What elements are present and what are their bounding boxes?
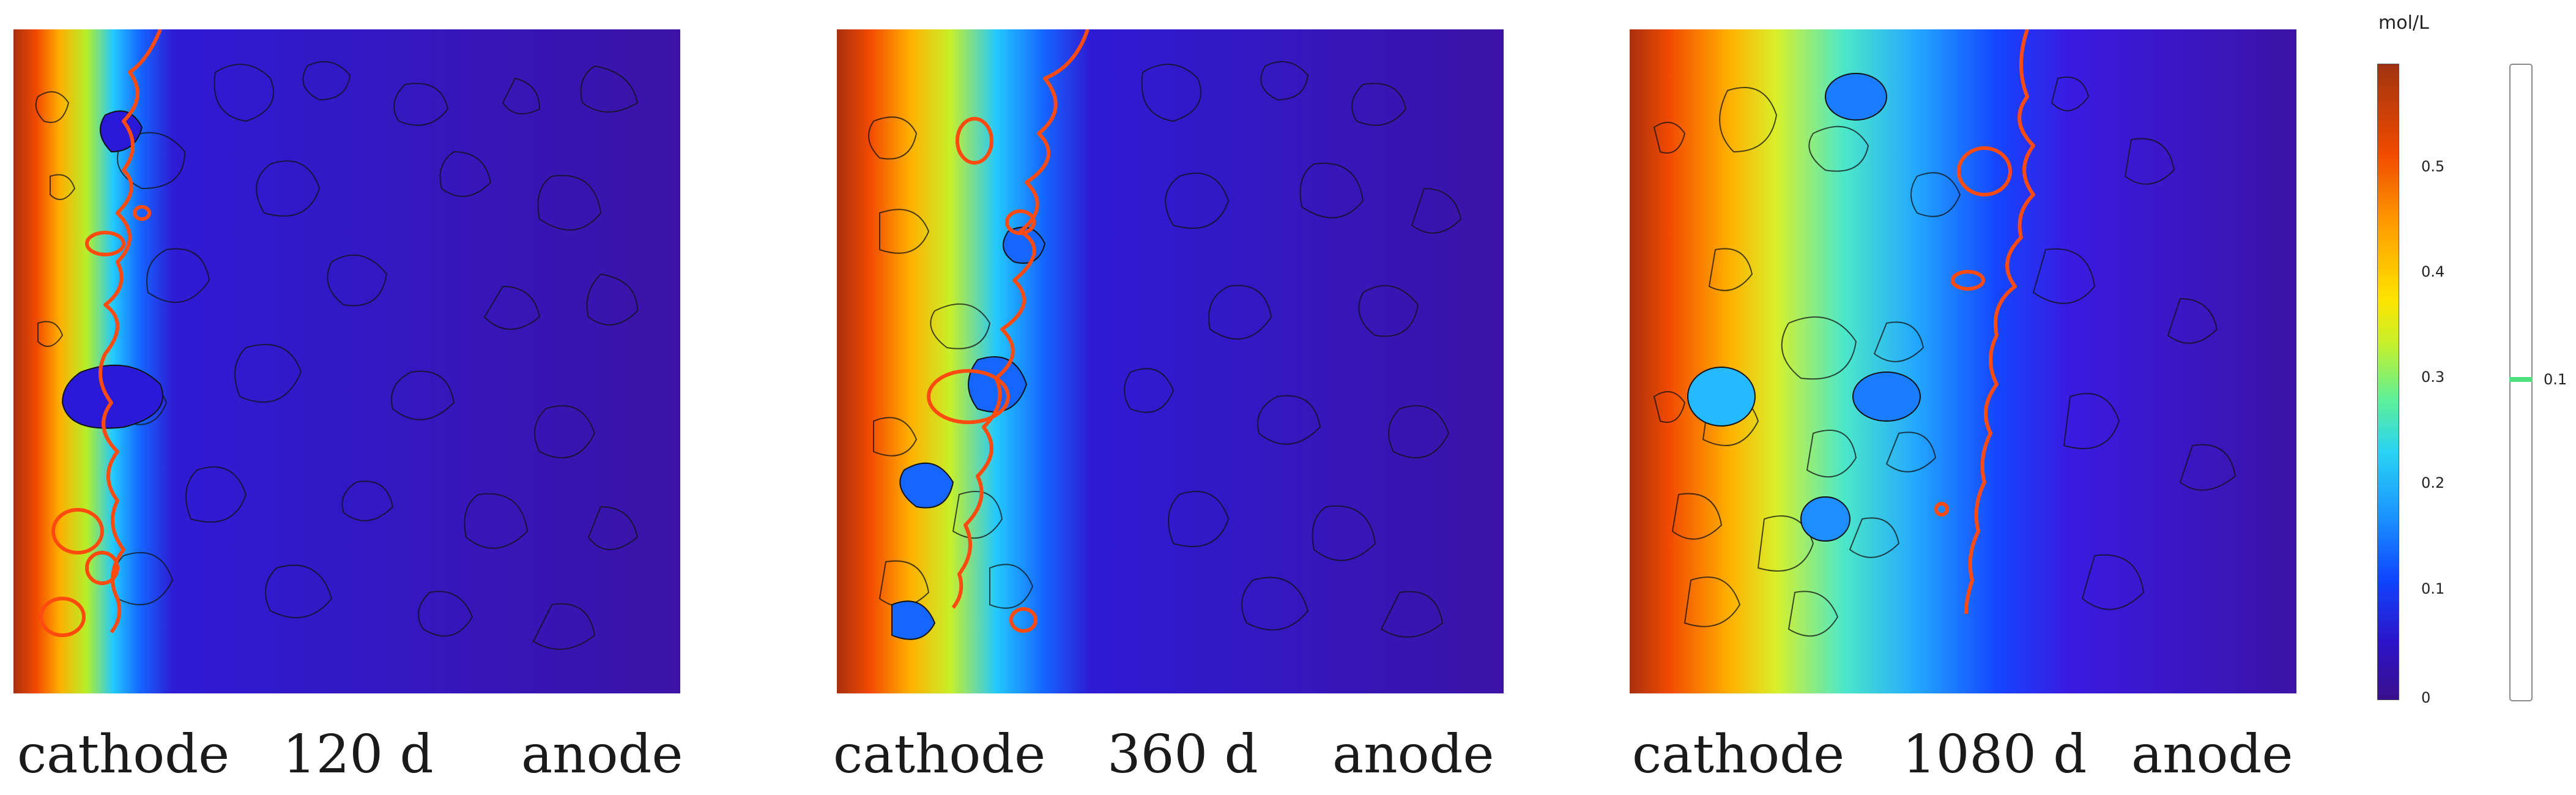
time-label: 1080 d <box>1902 724 2087 785</box>
colorbar-tick: 0.4 <box>2421 263 2445 280</box>
contour-level-label: 0.1 <box>2544 371 2567 388</box>
contour-0.1 <box>39 29 162 637</box>
cathode-label: cathode <box>1632 724 1845 785</box>
concentration-panel-1080d <box>1630 29 2296 693</box>
colorbar <box>2377 64 2399 700</box>
colorbar-unit: mol/L <box>2378 12 2429 34</box>
concentration-map <box>13 29 680 693</box>
colorbar-tick: 0.5 <box>2421 158 2445 175</box>
concentration-map <box>837 29 1504 693</box>
contour-level-marker <box>2509 377 2533 382</box>
cathode-label: cathode <box>833 724 1046 785</box>
aggregates-depleted <box>1687 73 1921 542</box>
anode-label: anode <box>2131 724 2293 785</box>
anode-label: anode <box>1332 724 1494 785</box>
contour-0.1 <box>1934 29 2035 614</box>
time-label: 120 d <box>283 724 434 785</box>
contour-0.1 <box>927 29 1089 633</box>
cathode-label: cathode <box>17 724 230 785</box>
aggregates-depleted <box>61 110 163 429</box>
anode-label: anode <box>521 724 683 785</box>
contour-legend <box>2509 64 2533 701</box>
colorbar-tick: 0.2 <box>2421 474 2445 491</box>
concentration-panel-360d <box>837 29 1504 693</box>
colorbar-tick: 0 <box>2421 689 2431 706</box>
concentration-panel-120d <box>13 29 680 693</box>
colorbar-tick: 0.1 <box>2421 580 2445 597</box>
aggregate-outlines <box>1653 77 2236 637</box>
aggregate-outlines <box>35 61 639 650</box>
time-label: 360 d <box>1107 724 1258 785</box>
aggregate-outlines <box>868 61 1462 638</box>
concentration-map <box>1630 29 2296 693</box>
colorbar-tick: 0.3 <box>2421 368 2445 386</box>
